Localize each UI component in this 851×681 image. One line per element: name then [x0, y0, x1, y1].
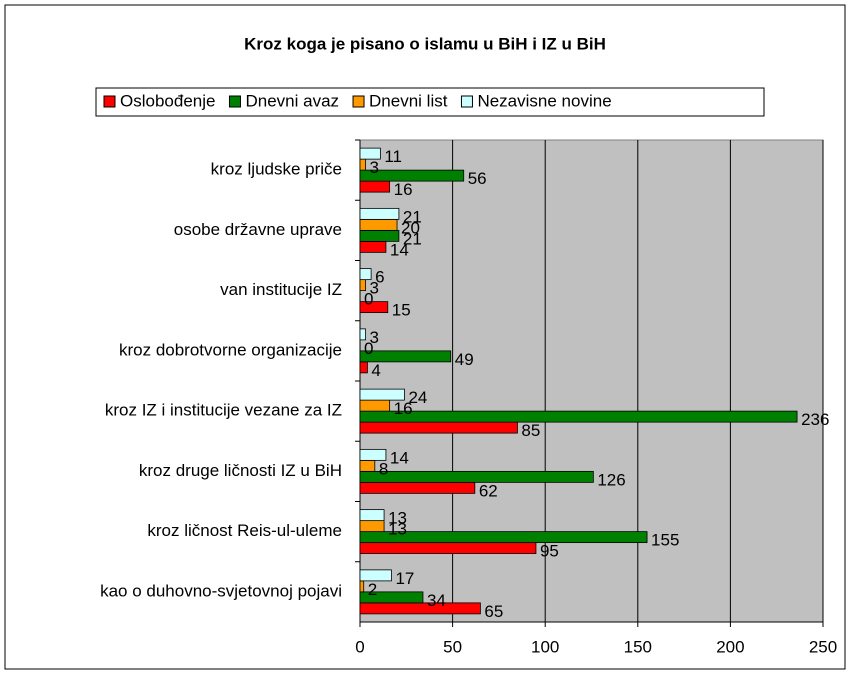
- x-tick-label: 50: [443, 637, 462, 656]
- bar: [359, 147, 381, 160]
- bar: [359, 470, 594, 483]
- data-label: 14: [390, 240, 409, 259]
- bar: [359, 531, 648, 544]
- legend-label: Oslobođenje: [120, 91, 215, 110]
- bar: [359, 509, 385, 522]
- bar: [359, 591, 424, 604]
- data-label: 85: [521, 421, 540, 440]
- legend-swatch: [228, 95, 241, 108]
- data-label: 49: [455, 350, 474, 369]
- bar: [359, 399, 391, 412]
- x-tick-label: 200: [716, 637, 744, 656]
- data-label: 3: [370, 158, 379, 177]
- data-label: 0: [364, 339, 373, 358]
- bar: [359, 180, 391, 193]
- legend-label: Dnevni avaz: [245, 91, 339, 110]
- bar: [359, 459, 376, 472]
- bar: [359, 328, 366, 341]
- data-label: 3: [370, 328, 379, 347]
- data-label: 21: [403, 207, 422, 226]
- data-label: 2: [368, 580, 377, 599]
- data-label: 56: [468, 169, 487, 188]
- y-tick-label: kroz dobrotvorne organizacije: [119, 340, 342, 359]
- data-label: 62: [479, 481, 498, 500]
- data-label: 95: [540, 542, 559, 561]
- x-tick-label: 100: [531, 637, 559, 656]
- bar: [359, 580, 365, 593]
- legend-label: Nezavisne novine: [477, 91, 611, 110]
- bar: [359, 361, 368, 374]
- data-label: 6: [375, 268, 384, 287]
- chart-title: Kroz koga je pisano o islamu u BiH i IZ …: [244, 34, 606, 53]
- y-tick-label: kroz druge ličnosti IZ u BiH: [139, 461, 342, 480]
- data-label: 20: [401, 218, 420, 237]
- bar: [359, 421, 518, 434]
- bar: [359, 448, 387, 461]
- data-label: 236: [801, 410, 829, 429]
- x-tick-label: 0: [355, 637, 364, 656]
- bar: [359, 158, 366, 171]
- data-label: 4: [371, 361, 380, 380]
- y-tick-label: kroz IZ i institucije vezane za IZ: [105, 401, 342, 420]
- x-tick-label: 250: [809, 637, 837, 656]
- bar: [359, 169, 465, 182]
- data-label: 65: [484, 602, 503, 621]
- bar: [359, 207, 400, 220]
- data-label: 15: [392, 301, 411, 320]
- data-label: 34: [427, 591, 446, 610]
- bar: [359, 520, 385, 533]
- legend-label: Dnevni list: [369, 91, 448, 110]
- data-label: 24: [408, 388, 427, 407]
- data-label: 13: [388, 520, 407, 539]
- x-tick-label: 150: [624, 637, 652, 656]
- data-label: 3: [370, 279, 379, 298]
- legend-swatch: [352, 95, 365, 108]
- legend-box: [95, 87, 765, 117]
- bar: [359, 542, 537, 555]
- y-tick-label: van institucije IZ: [220, 280, 342, 299]
- bar: [359, 350, 452, 363]
- y-tick-label: osobe državne uprave: [174, 220, 342, 239]
- bar: [359, 279, 366, 292]
- data-label: 11: [384, 147, 402, 166]
- bar: [359, 602, 481, 615]
- data-label: 126: [597, 470, 625, 489]
- y-tick-label: kao o duhovno-svjetovnoj pojavi: [100, 581, 342, 600]
- data-label: 16: [394, 180, 413, 199]
- bar: [359, 301, 389, 314]
- bar: [359, 388, 405, 401]
- bar: [359, 268, 372, 281]
- legend-swatch: [103, 95, 116, 108]
- y-tick-label: kroz ličnost Reis-ul-uleme: [147, 521, 342, 540]
- data-label: 17: [395, 569, 414, 588]
- bar: [359, 229, 400, 242]
- data-label: 14: [390, 448, 409, 467]
- data-label: 13: [388, 509, 407, 528]
- bar: [359, 569, 392, 582]
- bar: [359, 481, 476, 494]
- data-label: 0: [364, 290, 373, 309]
- legend-swatch: [460, 95, 473, 108]
- data-label: 8: [379, 459, 388, 478]
- bar: [359, 218, 398, 231]
- bar: [359, 410, 798, 423]
- y-tick-label: kroz ljudske priče: [211, 160, 342, 179]
- data-label: 21: [403, 229, 422, 248]
- data-label: 16: [394, 399, 413, 418]
- bar: [359, 240, 387, 253]
- data-label: 155: [651, 531, 679, 550]
